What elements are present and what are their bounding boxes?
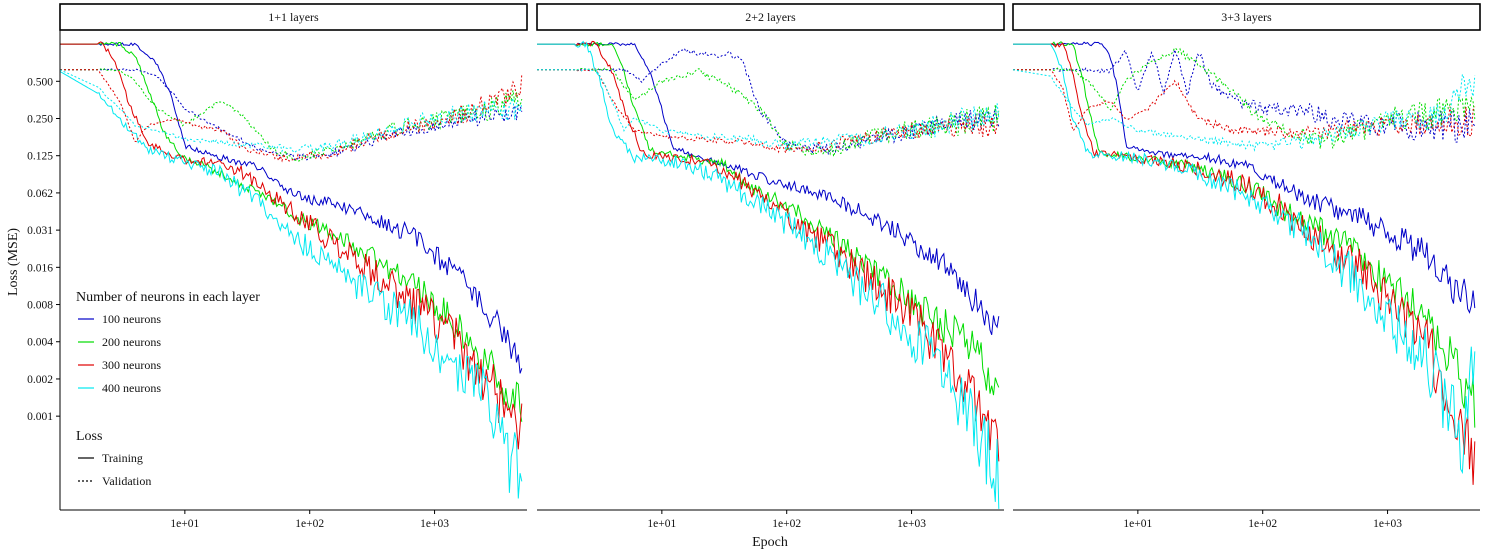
- panel-3: 3+3 layers 1e+01 1e+02 1e+03: [1012, 3, 1481, 530]
- series-200-neurons-training: [1013, 41, 1476, 428]
- series-200-neurons-validation: [537, 67, 1000, 157]
- legend: Number of neurons in each layer 100 neuro…: [76, 290, 260, 488]
- series-300-neurons-validation: [537, 68, 1000, 155]
- legend-loss-title: Loss: [76, 429, 102, 444]
- x-tick-label: 1e+02: [772, 518, 801, 530]
- y-tick-label: 0.250: [27, 113, 53, 125]
- x-tick-label: 1e+03: [420, 518, 449, 530]
- panel-2: 2+2 layers 1e+01 1e+02 1e+03: [536, 3, 1005, 530]
- legend-label: 400 neurons: [102, 381, 161, 395]
- y-tick-label: 0.016: [27, 262, 53, 274]
- x-tick-label: 1e+01: [647, 518, 676, 530]
- panel-title: 3+3 layers: [1221, 10, 1272, 24]
- series-group: [1012, 41, 1476, 485]
- legend-label: 200 neurons: [102, 335, 161, 349]
- series-200-neurons-validation: [60, 68, 523, 162]
- x-tick-label: 1e+03: [1373, 518, 1402, 530]
- panel-strip: [1012, 3, 1481, 31]
- series-100-neurons-validation: [60, 68, 523, 161]
- legend-item-100-neurons: 100 neurons: [78, 312, 161, 326]
- series-200-neurons-validation: [1013, 47, 1476, 149]
- series-300-neurons-training: [537, 40, 1000, 462]
- series-100-neurons-training: [537, 42, 1000, 335]
- y-axis-title: Loss (MSE): [6, 228, 21, 296]
- series-300-neurons-training: [60, 41, 523, 450]
- panels: 1+1 layers 1e+01 1e+02 1e+03 0.500 0.250 0.125…: [27, 3, 1481, 530]
- series-group: [59, 41, 523, 499]
- y-tick-label: 0.125: [27, 151, 53, 163]
- y-tick-label: 0.500: [27, 76, 53, 88]
- series-300-neurons-validation: [1013, 69, 1476, 141]
- legend-item-training: Training: [78, 451, 143, 465]
- y-tick-label: 0.062: [27, 188, 53, 200]
- legend-label: 100 neurons: [102, 312, 161, 326]
- panel-strip: [59, 3, 528, 31]
- panel-title: 1+1 layers: [268, 10, 319, 24]
- x-tick-label: 1e+02: [1248, 518, 1277, 530]
- y-tick-label: 0.002: [27, 374, 53, 386]
- series-group: [537, 40, 1000, 509]
- series-300-neurons-training: [1013, 42, 1476, 485]
- y-tick-label: 0.004: [27, 337, 53, 349]
- legend-item-200-neurons: 200 neurons: [78, 335, 161, 349]
- x-tick-label: 1e+01: [1123, 518, 1152, 530]
- series-100-neurons-validation: [1013, 47, 1476, 143]
- series-400-neurons-training: [537, 40, 1000, 509]
- panel-1: 1+1 layers 1e+01 1e+02 1e+03 0.500 0.250 0.125…: [27, 3, 528, 530]
- panel-title: 2+2 layers: [745, 10, 796, 24]
- legend-item-300-neurons: 300 neurons: [78, 358, 161, 372]
- x-axis-title: Epoch: [752, 535, 788, 550]
- x-tick-label: 1e+03: [897, 518, 926, 530]
- panel-strip: [536, 3, 1005, 31]
- x-tick-label: 1e+01: [170, 518, 199, 530]
- y-tick-label: 0.001: [27, 411, 53, 423]
- legend-label: Validation: [102, 474, 151, 488]
- series-100-neurons-validation: [537, 47, 1000, 156]
- x-tick-label: 1e+02: [295, 518, 324, 530]
- series-400-neurons-validation: [1012, 69, 1476, 152]
- legend-item-validation: Validation: [78, 474, 151, 488]
- legend-label: Training: [102, 451, 143, 465]
- series-100-neurons-training: [60, 41, 523, 374]
- series-400-neurons-training: [59, 71, 523, 499]
- y-tick-label: 0.008: [27, 300, 53, 312]
- y-tick-label: 0.031: [27, 225, 53, 237]
- legend-label: 300 neurons: [102, 358, 161, 372]
- series-400-neurons-validation: [537, 68, 1000, 152]
- series-100-neurons-training: [1013, 41, 1476, 314]
- series-200-neurons-training: [60, 41, 523, 422]
- series-400-neurons-training: [1013, 43, 1476, 475]
- legend-item-400-neurons: 400 neurons: [78, 381, 161, 395]
- legend-neurons-title: Number of neurons in each layer: [76, 290, 260, 305]
- series-400-neurons-validation: [59, 69, 523, 154]
